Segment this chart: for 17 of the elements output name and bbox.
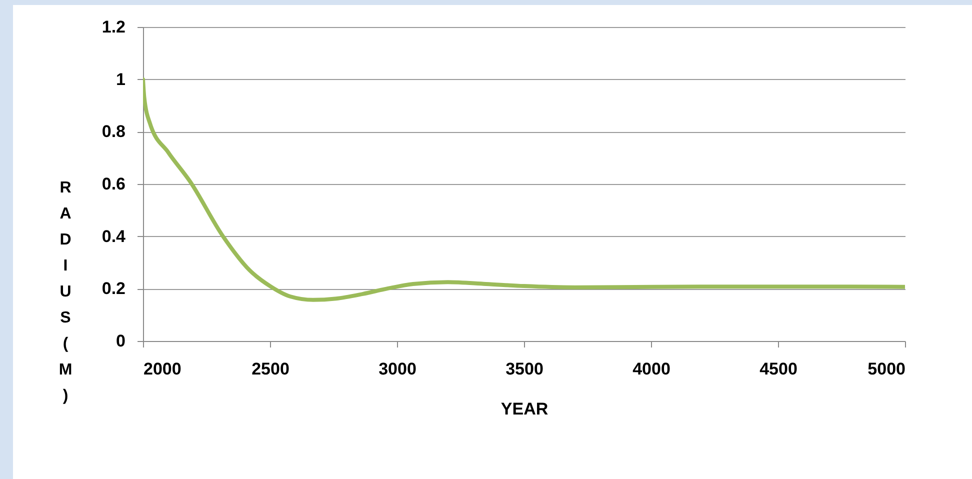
y-tick-label: 0.8 [102, 122, 126, 142]
x-tick-label: 3000 [378, 360, 416, 378]
y-tick-label: 0.2 [102, 279, 126, 298]
x-axis-title: YEAR [500, 400, 548, 418]
y-tick-label: 1 [116, 70, 126, 89]
y-tick-label: 0 [116, 332, 126, 350]
y-tick-label: 0.6 [102, 174, 126, 194]
line-series [143, 77, 905, 302]
y-tick-label: 1.2 [102, 18, 126, 36]
x-tick-label: 2500 [252, 360, 290, 378]
x-tick-label: 5000 [868, 360, 906, 378]
x-tick-label: 4000 [632, 360, 670, 378]
x-tick-label: 2000 [144, 360, 182, 378]
x-tick-label: 4500 [760, 360, 798, 378]
y-tick-label: 0.4 [102, 226, 126, 246]
text: RADIUS (M) [58, 180, 72, 404]
x-tick-label: 3500 [506, 360, 544, 378]
